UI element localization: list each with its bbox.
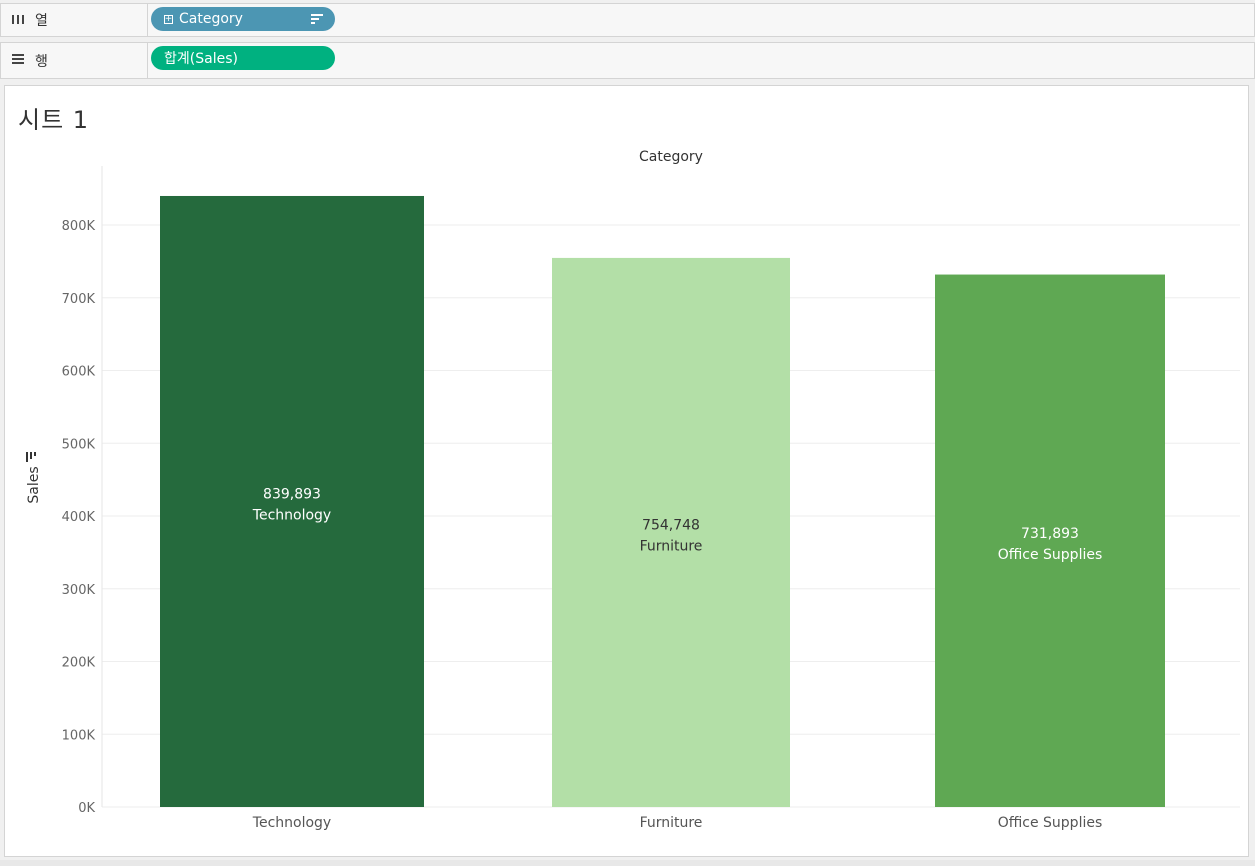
y-tick-label: 500K xyxy=(62,437,96,452)
y-tick-label: 400K xyxy=(62,510,96,525)
category-pill-text: Category xyxy=(179,11,243,27)
columns-shelf: 열 + Category xyxy=(0,3,1255,37)
rows-icon xyxy=(12,54,26,67)
x-tick-label: Technology xyxy=(252,815,331,831)
y-tick-label: 200K xyxy=(62,656,96,671)
columns-icon xyxy=(12,14,26,27)
y-tick-label: 0K xyxy=(78,801,95,816)
x-tick-label: Furniture xyxy=(640,815,703,831)
sort-descending-icon[interactable] xyxy=(311,14,323,24)
rows-shelf: 행 합계(Sales) xyxy=(0,42,1255,79)
category-pill[interactable]: + Category xyxy=(151,7,335,31)
y-tick-label: 100K xyxy=(62,728,96,743)
expand-plus-icon[interactable]: + xyxy=(164,13,173,24)
rows-shelf-label: 행 xyxy=(1,43,148,78)
bar-value-label: 839,893 xyxy=(263,486,321,502)
x-tick-label: Office Supplies xyxy=(998,815,1103,831)
bottom-strip xyxy=(0,860,1255,866)
y-tick-label: 300K xyxy=(62,583,96,598)
bar-category-label: Furniture xyxy=(640,538,703,554)
y-tick-label: 600K xyxy=(62,365,96,380)
bar-office-supplies[interactable] xyxy=(935,274,1165,807)
bar-furniture[interactable] xyxy=(552,257,790,807)
bar-category-label: Technology xyxy=(252,507,331,523)
chart-title: Category xyxy=(639,149,703,165)
sum-sales-pill[interactable]: 합계(Sales) xyxy=(151,46,335,70)
sum-sales-pill-text: 합계(Sales) xyxy=(164,51,238,67)
bar-value-label: 754,748 xyxy=(642,517,700,533)
bar-category-label: Office Supplies xyxy=(998,547,1103,563)
y-tick-label: 800K xyxy=(62,219,96,234)
columns-shelf-label: 열 xyxy=(1,4,148,36)
y-axis-title: Sales xyxy=(26,466,42,503)
y-axis-sort-icon[interactable] xyxy=(26,452,36,462)
y-tick-label: 700K xyxy=(62,292,96,307)
columns-label-text: 열 xyxy=(35,13,48,29)
bar-value-label: 731,893 xyxy=(1021,526,1079,542)
sheet-title: 시트 1 xyxy=(18,106,90,134)
bar-technology[interactable] xyxy=(160,195,424,807)
rows-label-text: 행 xyxy=(35,53,48,70)
